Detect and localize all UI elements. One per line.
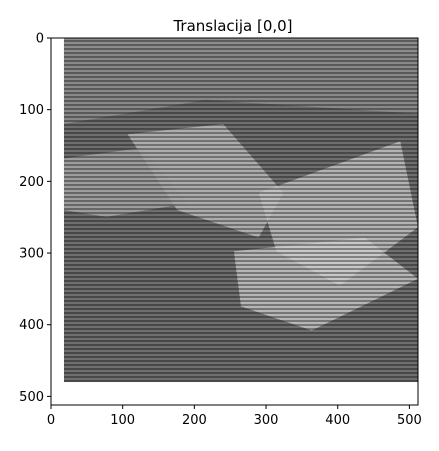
chart-title: Translacija [0,0] [172,17,292,35]
y-axis: 0 100 200 300 400 500 [19,32,51,405]
x-tick-label: 100 [110,413,135,428]
x-tick-label: 500 [397,413,422,428]
x-axis: 0 100 200 300 400 500 [47,405,422,428]
y-tick-label: 200 [19,175,44,190]
axes-frame [50,37,419,406]
y-tick-label: 500 [19,390,44,405]
image-content [63,38,418,383]
y-tick-label: 0 [36,32,44,47]
y-tick-label: 100 [19,103,44,118]
y-tick-label: 400 [19,318,44,333]
x-tick-label: 400 [325,413,350,428]
x-tick-label: 0 [47,413,55,428]
y-tick-label: 300 [19,247,44,262]
x-tick-label: 300 [254,413,279,428]
image-scanlines [63,38,418,383]
x-tick-label: 200 [182,413,207,428]
